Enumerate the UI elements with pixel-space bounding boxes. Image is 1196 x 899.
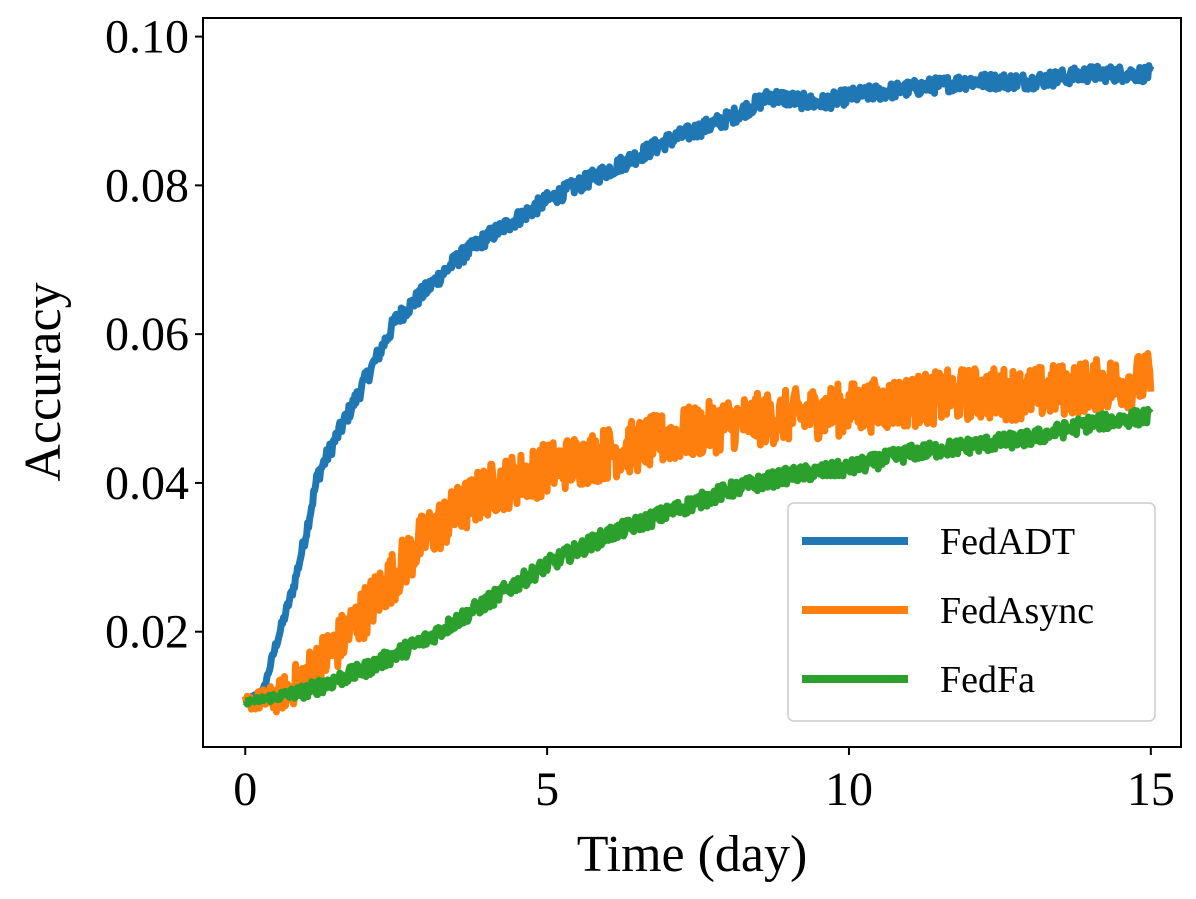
series-line-fedadt	[242, 62, 1155, 707]
y-axis: 0.02 0.04 0.06 0.08 0.10	[105, 11, 203, 659]
plot-frame	[202, 17, 1182, 748]
x-tick-label: 15	[1127, 763, 1175, 816]
x-tick-label: 10	[825, 763, 873, 816]
series-layer	[241, 62, 1155, 716]
x-axis: 0 5 10 15	[233, 747, 1175, 816]
legend-label-fedadt: FedADT	[940, 521, 1075, 563]
y-tick-label: 0.02	[105, 606, 189, 659]
x-tick-label: 0	[233, 763, 257, 816]
y-tick-label: 0.08	[105, 159, 189, 212]
series-line-fedfa	[242, 405, 1154, 708]
legend: FedADT FedAsync FedFa	[787, 502, 1156, 722]
legend-label-fedfa: FedFa	[940, 659, 1035, 701]
x-axis-label: Time (day)	[577, 826, 808, 883]
y-tick-label: 0.04	[105, 457, 189, 510]
x-tick-label: 5	[535, 763, 559, 816]
legend-label-fedasync: FedAsync	[940, 590, 1094, 632]
y-tick-label: 0.06	[105, 308, 189, 361]
legend-box	[787, 502, 1156, 722]
y-tick-label: 0.10	[105, 11, 189, 64]
series-line-fedasync	[241, 350, 1155, 716]
y-axis-label: Accuracy	[15, 282, 72, 481]
